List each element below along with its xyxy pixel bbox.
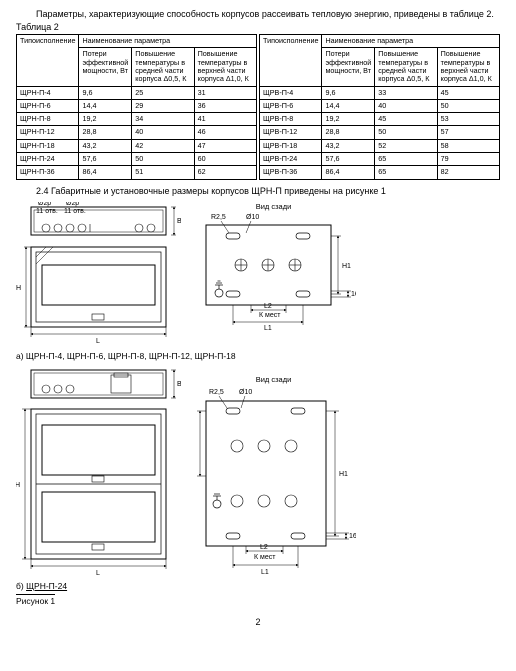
table-row: ЩРВ-П-2457,66579 bbox=[260, 152, 500, 165]
svg-text:H: H bbox=[16, 285, 21, 292]
th-p2: Повышение температуры в средней части ко… bbox=[132, 48, 194, 86]
caption-a: а) ЩРН-П-4, ЩРН-П-6, ЩРН-П-8, ЩРН-П-12, … bbox=[16, 351, 500, 361]
table-row: ЩРН-П-49,62531 bbox=[17, 86, 257, 99]
table-row: ЩРВ-П-1843,25258 bbox=[260, 139, 500, 152]
svg-text:H: H bbox=[16, 482, 20, 489]
table-row: ЩРВ-П-819,24553 bbox=[260, 113, 500, 126]
svg-text:L: L bbox=[96, 570, 100, 577]
svg-text:L2: L2 bbox=[264, 303, 272, 310]
svg-text:Ø20: Ø20 bbox=[38, 202, 51, 207]
svg-text:H1: H1 bbox=[342, 263, 351, 270]
svg-text:L1: L1 bbox=[261, 569, 269, 576]
section-24: 2.4 Габаритные и установочные размеры ко… bbox=[16, 186, 500, 196]
svg-text:Ø20: Ø20 bbox=[66, 202, 79, 207]
svg-text:Ø10: Ø10 bbox=[246, 214, 259, 221]
svg-text:B: B bbox=[177, 218, 181, 225]
svg-text:11 отв.: 11 отв. bbox=[36, 208, 58, 215]
svg-text:16: 16 bbox=[351, 291, 356, 298]
th-group: Наименование параметра bbox=[322, 35, 500, 48]
table-row: ЩРН-П-614,42936 bbox=[17, 99, 257, 112]
intro-text: Параметры, характеризующие способность к… bbox=[16, 8, 500, 20]
svg-text:R2,5: R2,5 bbox=[211, 214, 226, 221]
table-right: Типоисполнение Наименование параметра По… bbox=[259, 34, 500, 179]
table-row: ЩРН-П-2457,65060 bbox=[17, 152, 257, 165]
th-p1: Потери эффективной мощности, Вт bbox=[322, 48, 375, 86]
svg-text:B: B bbox=[177, 381, 181, 388]
caption-b: б) ЩРН-П-24 bbox=[16, 581, 500, 591]
svg-text:К мест: К мест bbox=[259, 312, 281, 319]
th-group: Наименование параметра bbox=[79, 35, 257, 48]
svg-text:Ø10: Ø10 bbox=[239, 389, 252, 396]
th-p3: Повышение температуры в верхней части ко… bbox=[437, 48, 499, 86]
svg-text:R2,5: R2,5 bbox=[209, 389, 224, 396]
drawing-a-left: Ø20 11 отв. Ø20 11 отв. B bbox=[16, 202, 181, 347]
svg-text:16: 16 bbox=[349, 533, 356, 540]
tables-wrapper: Типоисполнение Наименование параметра По… bbox=[16, 34, 500, 179]
svg-text:L2: L2 bbox=[260, 544, 268, 551]
th-type: Типоисполнение bbox=[17, 35, 79, 86]
rear-view-label: Вид сзади bbox=[191, 202, 356, 211]
drawing-b-left: B H L bbox=[16, 367, 181, 577]
table-label: Таблица 2 bbox=[16, 22, 500, 32]
th-p2: Повышение температуры в средней части ко… bbox=[375, 48, 437, 86]
table-row: ЩРВ-П-3686,46582 bbox=[260, 166, 500, 179]
table-row: ЩРН-П-819,23441 bbox=[17, 113, 257, 126]
svg-text:L1: L1 bbox=[264, 325, 272, 332]
figure-a: Ø20 11 отв. Ø20 11 отв. B bbox=[16, 202, 500, 347]
table-row: ЩРН-П-3686,45162 bbox=[17, 166, 257, 179]
table-row: ЩРВ-П-49,63345 bbox=[260, 86, 500, 99]
svg-text:L: L bbox=[96, 338, 100, 345]
page-number: 2 bbox=[16, 617, 500, 627]
drawing-b-right: R2,5 Ø10 bbox=[191, 386, 356, 576]
figure-label: Рисунок 1 bbox=[16, 594, 55, 606]
th-type: Типоисполнение bbox=[260, 35, 322, 86]
th-p3: Повышение температуры в верхней части ко… bbox=[194, 48, 256, 86]
table-row: ЩРВ-П-1228,85057 bbox=[260, 126, 500, 139]
svg-text:К мест: К мест bbox=[254, 554, 276, 561]
table-row: ЩРН-П-1843,24247 bbox=[17, 139, 257, 152]
drawing-a-right: R2,5 Ø10 bbox=[191, 213, 356, 333]
svg-text:H1: H1 bbox=[339, 471, 348, 478]
table-row: ЩРВ-П-614,44050 bbox=[260, 99, 500, 112]
figure-b: B H L Вид сзади bbox=[16, 367, 500, 577]
table-left: Типоисполнение Наименование параметра По… bbox=[16, 34, 257, 179]
rear-view-label-b: Вид сзади bbox=[191, 375, 356, 384]
th-p1: Потери эффективной мощности, Вт bbox=[79, 48, 132, 86]
table-row: ЩРН-П-1228,84046 bbox=[17, 126, 257, 139]
svg-text:11 отв.: 11 отв. bbox=[64, 208, 86, 215]
